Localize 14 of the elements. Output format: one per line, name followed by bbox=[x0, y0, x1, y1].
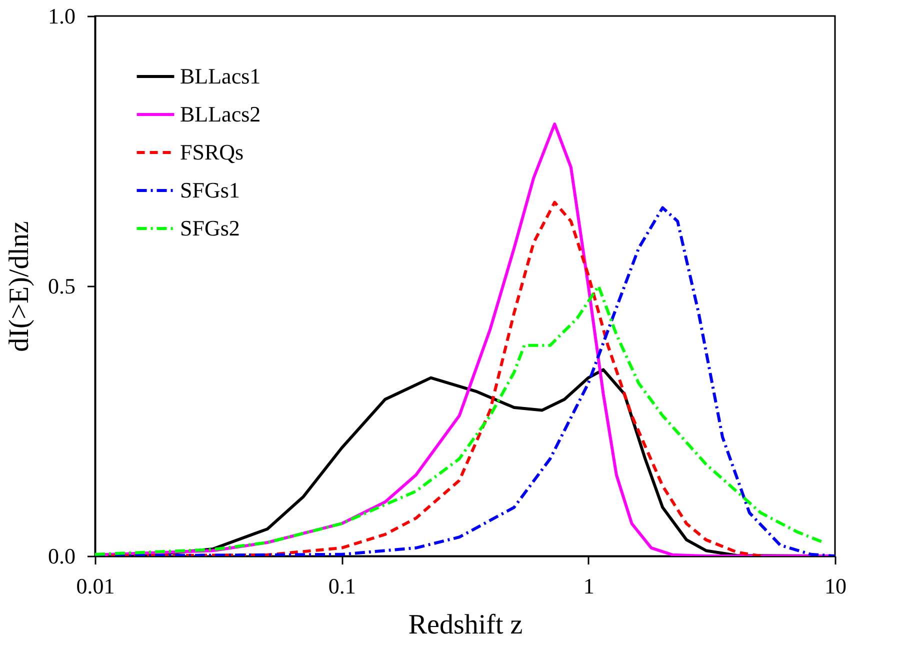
legend-label: BLLacs1 bbox=[180, 64, 261, 88]
legend-label: FSRQs bbox=[180, 140, 244, 164]
y-tick-label: 1.0 bbox=[48, 4, 76, 28]
x-axis-title: Redshift z bbox=[408, 610, 523, 640]
x-tick-label: 0.1 bbox=[328, 574, 356, 598]
legend-label: SFGs1 bbox=[180, 178, 240, 202]
legend-label: SFGs2 bbox=[180, 216, 240, 240]
y-tick-label: 0.0 bbox=[48, 544, 76, 568]
y-axis-title: dI(>E)/dlnz bbox=[4, 221, 35, 352]
y-tick-label: 0.5 bbox=[48, 274, 76, 298]
x-tick-label: 10 bbox=[824, 574, 846, 598]
x-tick-label: 0.01 bbox=[76, 574, 115, 598]
legend-label: BLLacs2 bbox=[180, 102, 261, 126]
x-tick-label: 1 bbox=[583, 574, 594, 598]
